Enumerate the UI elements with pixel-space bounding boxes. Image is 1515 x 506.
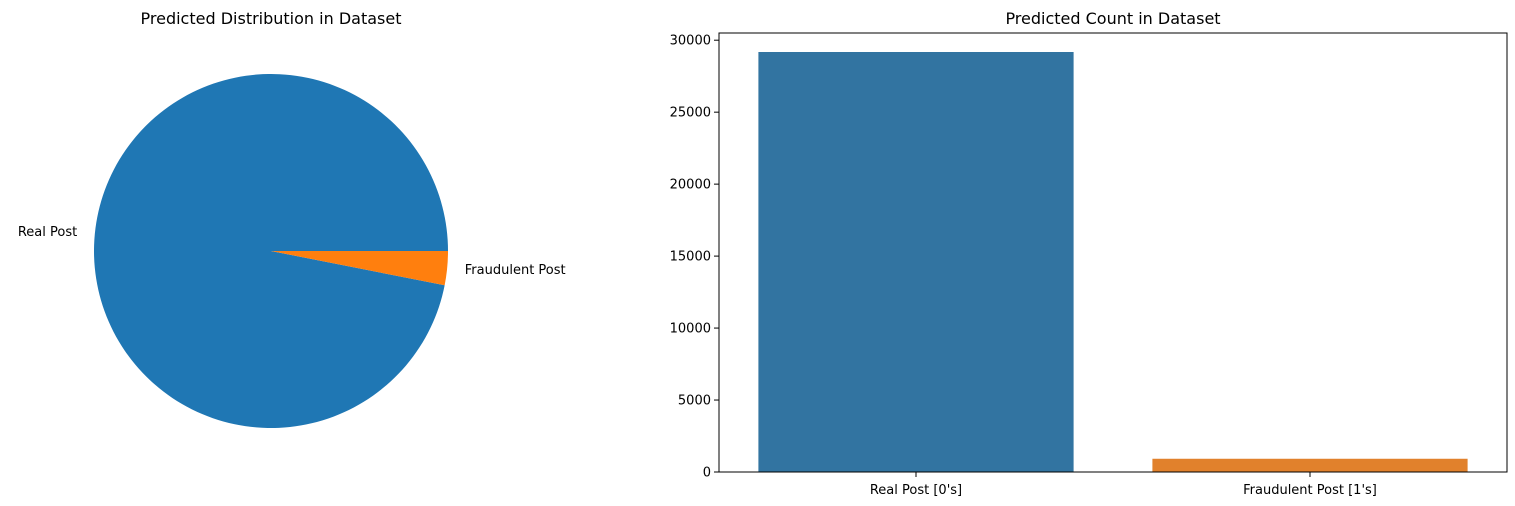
bar-chart-title: Predicted Count in Dataset bbox=[1005, 9, 1220, 28]
pie-label-fraudulent-post: Fraudulent Post bbox=[465, 263, 566, 278]
y-tick-label: 15000 bbox=[670, 250, 711, 265]
x-axis: Real Post [0's] Fraudulent Post [1's] bbox=[870, 472, 1377, 498]
y-tick-label: 25000 bbox=[670, 106, 711, 121]
y-tick-label: 20000 bbox=[670, 178, 711, 193]
y-axis: 0 5000 10000 15000 20000 25000 30000 bbox=[670, 34, 719, 481]
pie-slices bbox=[94, 73, 449, 428]
bar-chart: Predicted Count in Dataset 0 5000 10000 150… bbox=[670, 9, 1508, 498]
pie-labels: Real Post Fraudulent Post bbox=[18, 225, 566, 278]
x-tick-label: Fraudulent Post [1's] bbox=[1243, 483, 1377, 498]
bar-marks bbox=[758, 51, 1468, 473]
pie-chart-title: Predicted Distribution in Dataset bbox=[141, 9, 402, 28]
bar-real-post-0-s bbox=[758, 51, 1074, 473]
pie-chart: Predicted Distribution in Dataset Real P… bbox=[18, 9, 566, 428]
y-tick-label: 0 bbox=[703, 466, 711, 481]
y-tick-label: 5000 bbox=[678, 394, 711, 409]
pie-label-real-post: Real Post bbox=[18, 225, 77, 240]
y-tick-label: 30000 bbox=[670, 34, 711, 49]
bar-fraudulent-post-1-s bbox=[1152, 458, 1468, 472]
bar-axes-frame bbox=[718, 32, 1508, 473]
pie-slice-real-post bbox=[94, 73, 449, 428]
x-tick-label: Real Post [0's] bbox=[870, 483, 962, 498]
y-tick-label: 10000 bbox=[670, 322, 711, 337]
pie-slice-fraudulent-post bbox=[271, 251, 448, 286]
